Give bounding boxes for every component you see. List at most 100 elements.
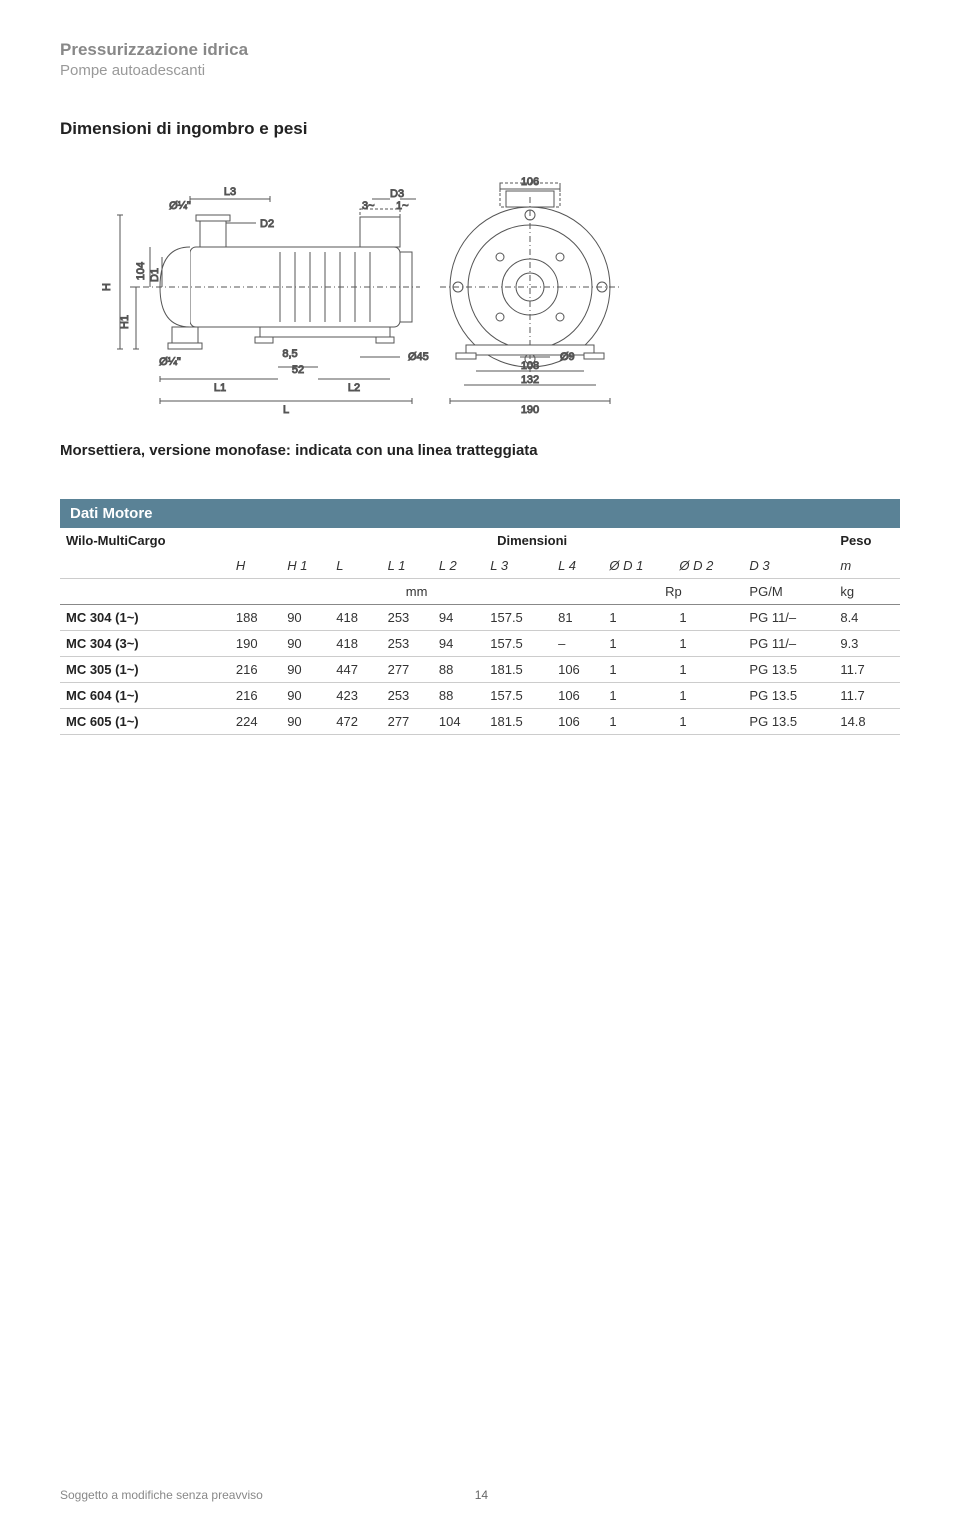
- th-D2: Ø D 2: [673, 553, 743, 579]
- dim-L3: L3: [224, 186, 236, 198]
- cell-value: 181.5: [484, 709, 552, 735]
- cell-value: 94: [433, 631, 484, 657]
- th-m: m: [834, 553, 900, 579]
- cell-model: MC 604 (1~): [60, 683, 230, 709]
- cell-value: 216: [230, 657, 281, 683]
- page-footer: Soggetto a modifiche senza preavviso 14: [60, 1488, 900, 1502]
- cell-value: 81: [552, 605, 603, 631]
- cell-model: MC 305 (1~): [60, 657, 230, 683]
- footer-left: Soggetto a modifiche senza preavviso: [60, 1488, 263, 1502]
- cell-value: 253: [382, 631, 433, 657]
- th-D1: Ø D 1: [603, 553, 673, 579]
- cell-value: 190: [230, 631, 281, 657]
- cell-value: 9.3: [834, 631, 900, 657]
- th-H1: H 1: [281, 553, 330, 579]
- cell-value: 94: [433, 605, 484, 631]
- dim-3tilde: 3~: [362, 200, 375, 212]
- dim-104: 104: [135, 262, 147, 280]
- table-row: MC 605 (1~)22490472277104181.510611PG 13…: [60, 709, 900, 735]
- cell-value: 157.5: [484, 683, 552, 709]
- cell-value: PG 11/–: [743, 631, 834, 657]
- th-L1: L 1: [382, 553, 433, 579]
- th-Rp: Rp: [603, 579, 743, 605]
- th-dimensioni: Dimensioni: [230, 528, 834, 553]
- dim-52: 52: [292, 364, 304, 376]
- cell-value: 472: [330, 709, 381, 735]
- cell-value: 1: [603, 709, 673, 735]
- doc-header-subtitle: Pompe autoadescanti: [60, 62, 900, 79]
- table-row: MC 304 (3~)1909041825394157.5–11PG 11/–9…: [60, 631, 900, 657]
- cell-value: 157.5: [484, 631, 552, 657]
- dim-190: 190: [521, 404, 539, 416]
- cell-value: 1: [673, 657, 743, 683]
- cell-value: 157.5: [484, 605, 552, 631]
- dim-1tilde: 1~: [396, 200, 409, 212]
- dim-L2: L2: [348, 382, 360, 394]
- cell-value: 90: [281, 657, 330, 683]
- cell-value: –: [552, 631, 603, 657]
- cell-value: 14.8: [834, 709, 900, 735]
- cell-value: PG 11/–: [743, 605, 834, 631]
- dim-phi45: Ø45: [408, 351, 429, 363]
- cell-value: 188: [230, 605, 281, 631]
- dim-phi-left: Ø¼": [159, 356, 181, 368]
- dim-phi-top: Ø¼": [169, 200, 191, 212]
- th-L4: L 4: [552, 553, 603, 579]
- cell-value: 90: [281, 683, 330, 709]
- cell-value: 106: [552, 657, 603, 683]
- dim-D2: D2: [260, 218, 274, 230]
- cell-value: 216: [230, 683, 281, 709]
- cell-value: 1: [603, 657, 673, 683]
- cell-value: PG 13.5: [743, 657, 834, 683]
- th-mm: mm: [230, 579, 604, 605]
- footer-page: 14: [475, 1488, 488, 1502]
- th-L3: L 3: [484, 553, 552, 579]
- dim-8-5: 8,5: [282, 348, 297, 360]
- cell-value: 88: [433, 683, 484, 709]
- dim-H1: H1: [119, 315, 131, 329]
- cell-value: 1: [603, 683, 673, 709]
- dim-H: H: [101, 283, 113, 291]
- cell-value: 253: [382, 683, 433, 709]
- dim-132: 132: [521, 374, 539, 386]
- dim-L: L: [283, 404, 289, 416]
- cell-value: 224: [230, 709, 281, 735]
- th-L: L: [330, 553, 381, 579]
- table-row: MC 604 (1~)2169042325388157.510611PG 13.…: [60, 683, 900, 709]
- cell-value: PG 13.5: [743, 709, 834, 735]
- cell-value: 90: [281, 631, 330, 657]
- dim-D1: D1: [149, 268, 161, 282]
- th-kg: kg: [834, 579, 900, 605]
- cell-value: 104: [433, 709, 484, 735]
- dim-106: 106: [521, 176, 539, 188]
- technical-diagram: H H1 104 D1 L3 Ø¼" D2 D3 3~ 1~: [60, 157, 900, 422]
- cell-value: 253: [382, 605, 433, 631]
- cell-value: 88: [433, 657, 484, 683]
- cell-value: 418: [330, 631, 381, 657]
- table-title-bar: Dati Motore: [60, 499, 900, 528]
- cell-value: 1: [673, 631, 743, 657]
- cell-model: MC 605 (1~): [60, 709, 230, 735]
- table-row: MC 305 (1~)2169044727788181.510611PG 13.…: [60, 657, 900, 683]
- th-L2: L 2: [433, 553, 484, 579]
- motor-data-table: Wilo-MultiCargo Dimensioni Peso H H 1 L …: [60, 528, 900, 735]
- cell-value: 447: [330, 657, 381, 683]
- th-blank: [60, 553, 230, 579]
- th-D3: D 3: [743, 553, 834, 579]
- cell-value: PG 13.5: [743, 683, 834, 709]
- cell-value: 106: [552, 709, 603, 735]
- th-model-group: Wilo-MultiCargo: [60, 528, 230, 553]
- table-row: MC 304 (1~)1889041825394157.58111PG 11/–…: [60, 605, 900, 631]
- cell-value: 11.7: [834, 683, 900, 709]
- cell-value: 11.7: [834, 657, 900, 683]
- cell-value: 90: [281, 709, 330, 735]
- cell-value: 1: [673, 709, 743, 735]
- cell-value: 90: [281, 605, 330, 631]
- th-H: H: [230, 553, 281, 579]
- cell-value: 1: [673, 605, 743, 631]
- dim-L1: L1: [214, 382, 226, 394]
- doc-header-title: Pressurizzazione idrica: [60, 40, 900, 60]
- diagram-caption: Morsettiera, versione monofase: indicata…: [60, 442, 900, 459]
- cell-model: MC 304 (3~): [60, 631, 230, 657]
- cell-value: 418: [330, 605, 381, 631]
